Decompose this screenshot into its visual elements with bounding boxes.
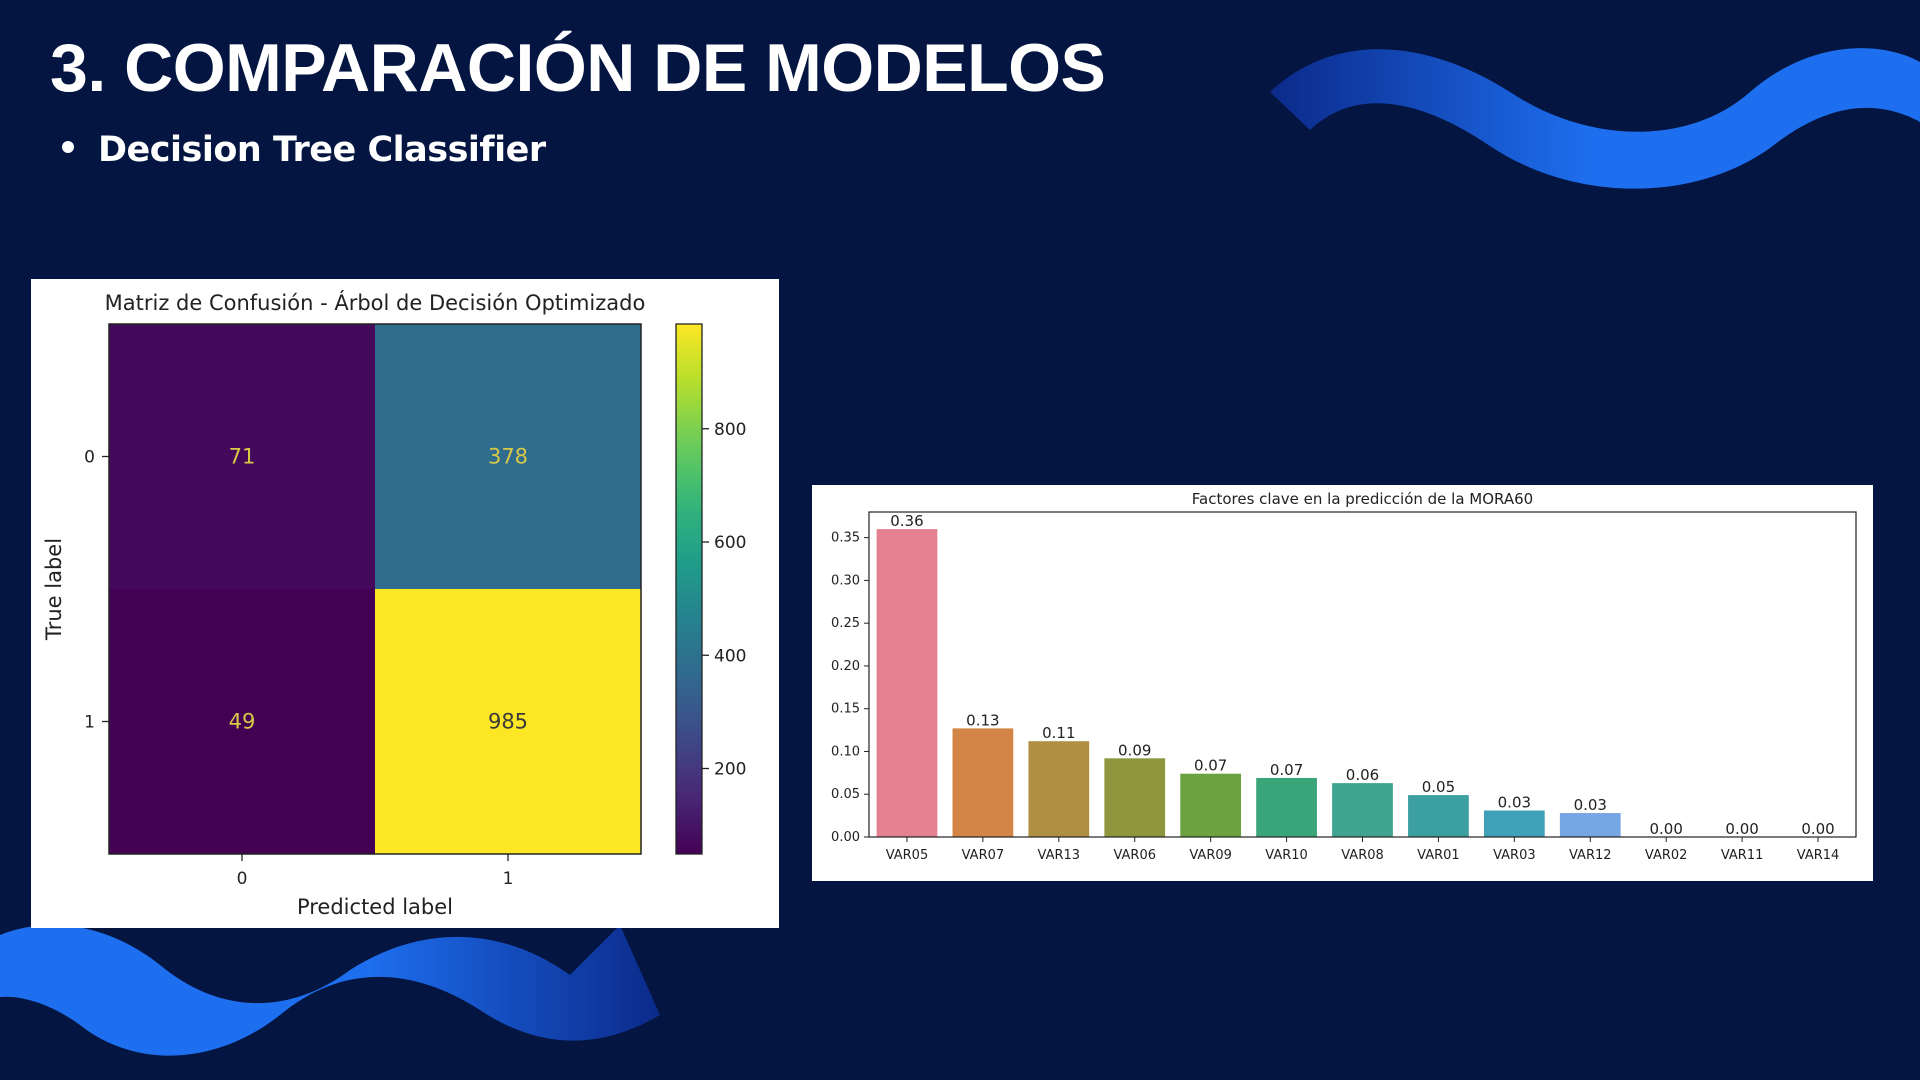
matrix-cell	[109, 589, 375, 854]
x-tick-label: VAR11	[1721, 848, 1764, 863]
matrix-cell	[375, 589, 641, 854]
y-tick-label: 1	[84, 713, 95, 733]
bottom-left-wave-decoration	[0, 925, 660, 1056]
bar-value-label: 0.03	[1574, 796, 1607, 814]
importance-bar	[1256, 777, 1317, 837]
matrix-cell-value: 985	[488, 710, 528, 734]
matrix-cell	[109, 324, 375, 589]
feature-importance-chart: Factores clave en la predicción de la MO…	[831, 490, 1857, 863]
x-tick-label: VAR06	[1113, 848, 1156, 863]
colorbar-tick-label: 400	[714, 646, 746, 666]
y-tick-label: 0	[84, 448, 95, 468]
importance-bar	[1180, 773, 1242, 837]
confusion-matrix-panel: Matriz de Confusión - Árbol de Decisión …	[31, 279, 779, 928]
y-tick-label: 0.00	[831, 830, 860, 845]
x-tick-label: VAR02	[1645, 848, 1688, 863]
y-axis-label: True label	[42, 538, 66, 641]
y-tick-label: 0.05	[831, 787, 860, 802]
bar-value-label: 0.00	[1801, 820, 1834, 838]
y-tick-label: 0.15	[831, 702, 860, 717]
importance-bar	[1408, 795, 1469, 837]
x-tick-label: VAR09	[1189, 848, 1232, 863]
bar-value-label: 0.00	[1725, 820, 1758, 838]
bar-value-label: 0.07	[1270, 761, 1303, 779]
colorbar	[675, 323, 703, 855]
bar-value-label: 0.13	[966, 711, 999, 729]
importance-bar	[1028, 741, 1090, 837]
x-tick-label: VAR13	[1038, 848, 1081, 863]
y-tick-label: 0.20	[831, 659, 860, 674]
importance-bar	[1104, 758, 1166, 837]
y-tick-label: 0.30	[831, 573, 860, 588]
importance-bar	[1332, 783, 1393, 837]
x-tick-label: VAR07	[962, 848, 1005, 863]
bar-value-label: 0.03	[1498, 793, 1531, 811]
bar-value-label: 0.06	[1346, 766, 1379, 784]
importance-bar	[1559, 813, 1621, 837]
slide-title: 3. COMPARACIÓN DE MODELOS	[50, 30, 1106, 106]
feature-chart-title: Factores clave en la predicción de la MO…	[1192, 490, 1533, 508]
bullet-item: Decision Tree Classifier	[62, 128, 546, 172]
matrix-cell	[375, 324, 641, 589]
colorbar-tick-label: 800	[714, 420, 746, 440]
bar-value-label: 0.36	[890, 512, 923, 530]
colorbar-tick-label: 200	[714, 759, 746, 779]
bar-value-label: 0.07	[1194, 757, 1227, 775]
matrix-cell-value: 71	[229, 445, 256, 469]
y-tick-label: 0.10	[831, 744, 860, 759]
importance-bar	[876, 529, 938, 837]
y-tick-label: 0.25	[831, 616, 860, 631]
matrix-cell-value: 49	[229, 710, 256, 734]
x-tick-label: 0	[237, 869, 248, 889]
matrix-frame	[108, 323, 642, 855]
top-right-wave-decoration	[1270, 48, 1920, 189]
x-tick-label: VAR12	[1569, 848, 1612, 863]
confusion-matrix-title: Matriz de Confusión - Árbol de Decisión …	[105, 290, 646, 315]
plot-frame	[868, 511, 1857, 838]
x-axis-label: Predicted label	[297, 895, 453, 919]
x-tick-label: VAR08	[1341, 848, 1384, 863]
matrix-cell-value: 378	[488, 445, 528, 469]
colorbar-tick-label: 600	[714, 533, 746, 553]
bar-value-label: 0.11	[1042, 724, 1075, 742]
bar-value-label: 0.09	[1118, 741, 1151, 759]
y-tick-label: 0.35	[831, 531, 860, 546]
importance-bar	[952, 728, 1014, 837]
x-tick-label: VAR14	[1797, 848, 1840, 863]
feature-importance-panel: Factores clave en la predicción de la MO…	[812, 485, 1873, 881]
x-tick-label: 1	[503, 869, 514, 889]
x-tick-label: VAR10	[1265, 848, 1308, 863]
importance-bar	[1483, 810, 1545, 837]
bar-value-label: 0.00	[1649, 820, 1682, 838]
bullet-dot-icon	[62, 141, 74, 153]
x-tick-label: VAR05	[886, 848, 929, 863]
confusion-matrix-chart: Matriz de Confusión - Árbol de Decisión …	[42, 290, 746, 919]
bar-value-label: 0.05	[1422, 778, 1455, 796]
x-tick-label: VAR01	[1417, 848, 1460, 863]
x-tick-label: VAR03	[1493, 848, 1536, 863]
bullet-label: Decision Tree Classifier	[98, 130, 546, 170]
